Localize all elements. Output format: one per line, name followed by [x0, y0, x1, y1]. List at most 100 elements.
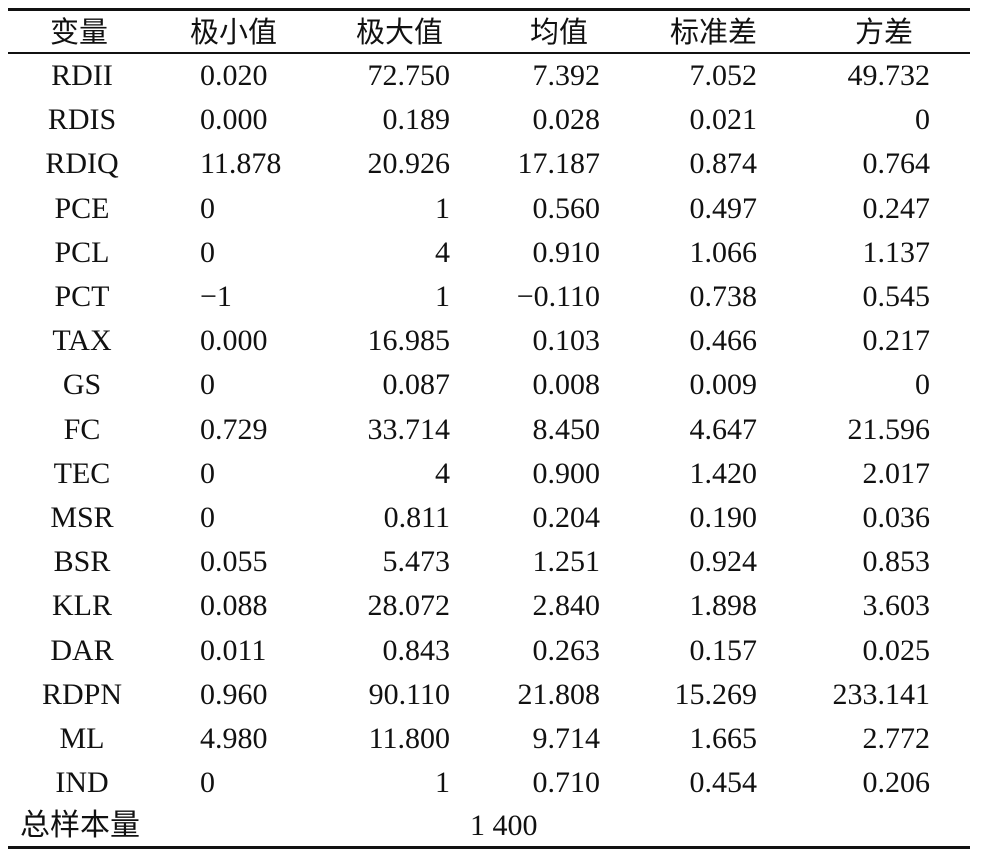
cell-variance: 1.137 — [862, 235, 931, 269]
cell-variable: KLR — [52, 589, 112, 623]
cell-variable: PCT — [54, 280, 110, 313]
cell-variance: 0 — [915, 103, 930, 137]
table-row: MSR 0 0.811 0.204 0.190 0.036 — [0, 496, 984, 540]
cell-variance: 0.247 — [862, 191, 931, 225]
table-row: RDPN 0.960 90.110 21.808 15.269 233.141 — [0, 673, 984, 717]
table-top-rule — [8, 8, 970, 11]
cell-max: 16.985 — [367, 324, 451, 358]
cell-min: 0.020 — [200, 59, 268, 92]
cell-variable: PCE — [54, 191, 110, 225]
table-row: BSR 0.055 5.473 1.251 0.924 0.853 — [0, 540, 984, 584]
cell-variance: 0.853 — [862, 545, 931, 579]
cell-mean: 0.028 — [532, 103, 601, 137]
cell-variable: ML — [59, 722, 105, 755]
cell-variance: 0.764 — [862, 147, 931, 181]
cell-min: 0 — [200, 501, 215, 534]
table-footer-row: 总样本量 1 400 — [0, 804, 984, 848]
header-mean: 均值 — [530, 15, 589, 49]
cell-mean: 1.251 — [532, 545, 601, 579]
cell-std: 7.052 — [689, 59, 758, 92]
cell-variance: 233.141 — [832, 677, 931, 711]
cell-variable: FC — [63, 412, 101, 446]
table-header-row: 变量 极小值 极大值 均值 标准差 方差 — [0, 10, 984, 54]
cell-max: 28.072 — [367, 589, 451, 623]
cell-mean: 0.900 — [532, 456, 601, 490]
cell-variance: 2.772 — [862, 722, 931, 755]
cell-max: 1 — [435, 191, 450, 225]
cell-mean: 2.840 — [532, 589, 601, 623]
cell-std: 0.454 — [689, 766, 758, 800]
cell-variable: MSR — [50, 501, 114, 534]
cell-max: 1 — [435, 280, 450, 313]
cell-min: 4.980 — [200, 722, 268, 755]
cell-max: 33.714 — [367, 412, 451, 446]
cell-min: 0.011 — [200, 633, 267, 667]
cell-std: 0.190 — [689, 501, 758, 534]
table-row: GS 0 0.087 0.008 0.009 0 — [0, 363, 984, 407]
footer-sample-size: 1 400 — [470, 809, 538, 842]
cell-variable: TEC — [53, 456, 111, 490]
cell-mean: 17.187 — [517, 147, 601, 181]
cell-mean: 0.910 — [532, 235, 601, 269]
cell-variable: DAR — [50, 633, 114, 667]
cell-variance: 3.603 — [862, 589, 931, 623]
cell-max: 5.473 — [382, 545, 451, 579]
cell-max: 4 — [435, 235, 450, 269]
table-row: FC 0.729 33.714 8.450 4.647 21.596 — [0, 408, 984, 452]
cell-std: 4.647 — [689, 412, 758, 446]
cell-min: 0.000 — [200, 103, 268, 137]
cell-min: 0.088 — [200, 589, 268, 623]
table-bottom-rule — [8, 846, 970, 849]
cell-mean: 9.714 — [532, 722, 601, 755]
cell-variable: RDPN — [42, 677, 123, 711]
cell-variable: GS — [62, 368, 102, 402]
cell-variance: 0.545 — [862, 280, 931, 313]
cell-variable: TAX — [52, 324, 112, 358]
cell-std: 0.009 — [689, 368, 758, 402]
cell-variance: 49.732 — [847, 59, 931, 92]
cell-mean: 7.392 — [532, 59, 601, 92]
cell-variable: RDII — [51, 59, 113, 92]
header-variable: 变量 — [50, 15, 109, 49]
cell-min: 0.000 — [200, 324, 268, 358]
cell-std: 0.924 — [689, 545, 758, 579]
cell-std: 0.021 — [689, 103, 758, 137]
cell-variable: IND — [55, 766, 109, 800]
table-row: RDII 0.020 72.750 7.392 7.052 49.732 — [0, 54, 984, 98]
footer-label: 总样本量 — [20, 808, 140, 843]
cell-min: 0 — [200, 368, 215, 402]
table-row: IND 0 1 0.710 0.454 0.206 — [0, 761, 984, 805]
cell-max: 0.189 — [382, 103, 451, 137]
cell-max: 20.926 — [367, 147, 451, 181]
cell-variable: RDIQ — [45, 147, 119, 181]
cell-min: 11.878 — [200, 147, 282, 181]
cell-std: 0.874 — [689, 147, 758, 181]
cell-std: 1.665 — [689, 722, 758, 755]
cell-max: 72.750 — [367, 59, 451, 92]
cell-min: 0 — [200, 191, 215, 225]
cell-variance: 0.217 — [862, 324, 931, 358]
cell-mean: 0.560 — [532, 191, 601, 225]
cell-min: 0 — [200, 456, 215, 490]
cell-std: 1.066 — [689, 235, 758, 269]
cell-std: 1.420 — [689, 456, 758, 490]
header-max: 极大值 — [356, 15, 444, 49]
cell-mean: 0.204 — [532, 501, 601, 534]
table-row: PCL 0 4 0.910 1.066 1.137 — [0, 231, 984, 275]
cell-max: 0.087 — [382, 368, 451, 402]
header-variance: 方差 — [855, 15, 914, 49]
header-std: 标准差 — [670, 15, 758, 49]
cell-max: 11.800 — [368, 722, 450, 755]
table-row: DAR 0.011 0.843 0.263 0.157 0.025 — [0, 629, 984, 673]
cell-std: 15.269 — [674, 677, 758, 711]
cell-variance: 0.206 — [862, 766, 931, 800]
cell-mean: 0.710 — [532, 766, 601, 800]
cell-mean: 0.008 — [532, 368, 601, 402]
table-header-rule — [8, 52, 970, 54]
cell-mean: 0.263 — [532, 633, 601, 667]
cell-mean: −0.110 — [516, 280, 600, 313]
cell-min: 0.729 — [200, 412, 268, 446]
table-row: PCE 0 1 0.560 0.497 0.247 — [0, 187, 984, 231]
table-row: RDIS 0.000 0.189 0.028 0.021 0 — [0, 98, 984, 142]
